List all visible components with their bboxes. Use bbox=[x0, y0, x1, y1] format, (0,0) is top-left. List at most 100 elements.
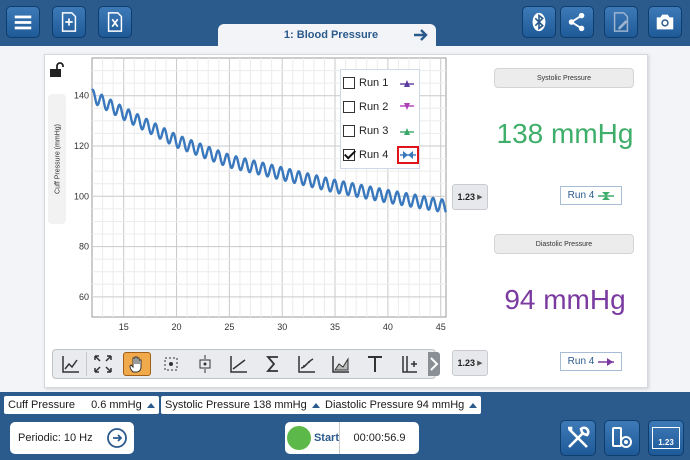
share-button[interactable] bbox=[560, 6, 594, 38]
systolic-run-label: Run 4 bbox=[567, 190, 595, 201]
annotate-button[interactable] bbox=[604, 6, 638, 38]
next-page-button[interactable] bbox=[406, 28, 436, 42]
y-tick-label: 140 bbox=[74, 91, 89, 101]
menu-button[interactable] bbox=[6, 6, 40, 38]
sensor-diastolic-pressure[interactable]: Diastolic Pressure 94 mmHg bbox=[321, 396, 482, 414]
caret-right-icon: ▶ bbox=[477, 194, 483, 201]
toolbar-expand-button[interactable] bbox=[428, 352, 440, 376]
add-axis-button[interactable] bbox=[395, 352, 423, 376]
y-tick-label: 80 bbox=[79, 242, 89, 252]
text-annotation-button[interactable] bbox=[361, 352, 389, 376]
sensor-value: 138 bbox=[252, 399, 272, 411]
select-region-button[interactable] bbox=[157, 352, 185, 376]
export-excel-icon bbox=[107, 12, 123, 32]
legend-checkbox[interactable] bbox=[343, 101, 355, 113]
diastolic-meter-title[interactable]: Diastolic Pressure bbox=[494, 234, 634, 254]
start-icon bbox=[287, 426, 311, 450]
y-tick-label: 120 bbox=[74, 141, 89, 151]
x-axis-ticks: 15 20 25 30 35 40 45 bbox=[119, 322, 446, 332]
page-tab[interactable]: 1: Blood Pressure bbox=[218, 24, 436, 46]
sensor-value: 94 bbox=[416, 399, 429, 411]
slope-tool-button[interactable] bbox=[225, 352, 253, 376]
legend-label: Run 3 bbox=[359, 125, 389, 137]
legend-item-run-2[interactable]: Run 2 bbox=[343, 97, 419, 117]
camera-icon bbox=[656, 14, 674, 30]
legend-item-run-1[interactable]: Run 1 bbox=[343, 73, 419, 93]
bluetooth-button[interactable] bbox=[522, 6, 556, 38]
top-toolbar: 1: Blood Pressure bbox=[0, 0, 690, 46]
curve-fit-icon bbox=[298, 356, 315, 373]
sensor-cuff-pressure[interactable]: Cuff Pressure 0.6 mmHg bbox=[4, 396, 159, 414]
y-tick-label: 100 bbox=[74, 191, 89, 201]
unlock-icon[interactable] bbox=[48, 62, 66, 78]
x-tick-label: 25 bbox=[224, 322, 234, 332]
sensor-name: Cuff Pressure bbox=[8, 399, 76, 411]
arrow-right-icon bbox=[414, 29, 428, 41]
legend-checkbox[interactable] bbox=[343, 77, 355, 89]
display-options-button-bottom[interactable]: 1.23 ▶ bbox=[452, 350, 488, 376]
legend-item-run-3[interactable]: Run 3 bbox=[343, 121, 419, 141]
y-tick-label: 60 bbox=[79, 292, 89, 302]
annotate-icon bbox=[613, 12, 629, 32]
hardware-setup-button[interactable] bbox=[604, 420, 640, 456]
legend-marker-icon[interactable] bbox=[397, 76, 417, 90]
legend-item-run-4[interactable]: Run 4 bbox=[343, 145, 419, 165]
add-axis-icon bbox=[402, 356, 417, 373]
export-excel-button[interactable] bbox=[98, 6, 132, 38]
sensor-name: Systolic Pressure bbox=[165, 399, 250, 411]
legend-marker-icon[interactable] bbox=[397, 124, 417, 138]
statistics-button[interactable] bbox=[259, 352, 287, 376]
sampling-options-icon[interactable] bbox=[106, 427, 128, 449]
systolic-meter-value: 138 mmHg bbox=[496, 118, 634, 149]
area-icon bbox=[332, 356, 349, 373]
x-tick-label: 35 bbox=[330, 322, 340, 332]
display-options-label: 1.23 bbox=[457, 358, 476, 368]
caret-up-icon bbox=[146, 402, 155, 408]
text-icon bbox=[368, 356, 382, 372]
diastolic-run-selector[interactable]: Run 4 bbox=[560, 352, 622, 371]
x-tick-label: 30 bbox=[277, 322, 287, 332]
camera-button[interactable] bbox=[648, 6, 682, 38]
legend-marker-icon[interactable] bbox=[397, 100, 417, 114]
x-tick-label: 20 bbox=[172, 322, 182, 332]
x-tick-label: 45 bbox=[436, 322, 446, 332]
page-tab-label: 1: Blood Pressure bbox=[283, 29, 379, 41]
systolic-run-selector[interactable]: Run 4 bbox=[560, 186, 622, 205]
sampling-mode-selector[interactable]: Periodic: 10 Hz bbox=[10, 422, 134, 454]
start-label: Start bbox=[313, 432, 339, 444]
meter-display-button[interactable]: 1.23 bbox=[648, 420, 684, 456]
diastolic-run-label: Run 4 bbox=[567, 356, 595, 367]
y-axis-label: Cuff Pressure (mmHg) bbox=[54, 124, 62, 194]
area-tool-button[interactable] bbox=[327, 352, 355, 376]
tools-button[interactable] bbox=[560, 420, 596, 456]
sigma-icon bbox=[266, 356, 278, 372]
sensor-unit: mmHg bbox=[274, 399, 307, 411]
coordinates-tool-button[interactable] bbox=[191, 352, 219, 376]
bottom-control-bar: Periodic: 10 Hz Start 00:00:56.9 1.23 bbox=[0, 416, 690, 460]
graph-type-button[interactable] bbox=[55, 352, 87, 376]
series-line-run-4 bbox=[91, 88, 448, 213]
caret-up-icon bbox=[469, 402, 478, 408]
legend-checkbox[interactable] bbox=[343, 149, 355, 161]
bluetooth-icon bbox=[532, 12, 546, 32]
y-axis-label-box[interactable] bbox=[48, 94, 66, 224]
legend: Run 1 Run 2 Run 3 Run 4 bbox=[340, 69, 420, 169]
systolic-meter-title[interactable]: Systolic Pressure bbox=[494, 68, 634, 88]
display-options-label: 1.23 bbox=[457, 192, 476, 202]
y-axis-ticks: 60 80 100 120 140 bbox=[74, 91, 89, 302]
new-experiment-button[interactable] bbox=[52, 6, 86, 38]
curve-fit-button[interactable] bbox=[293, 352, 321, 376]
scale-to-fit-button[interactable] bbox=[89, 352, 117, 376]
diastolic-meter-value: 94 mmHg bbox=[504, 284, 626, 315]
display-options-button-top[interactable]: 1.23 ▶ bbox=[452, 184, 488, 210]
legend-checkbox[interactable] bbox=[343, 125, 355, 137]
start-button[interactable]: Start bbox=[285, 422, 339, 454]
select-region-icon bbox=[164, 357, 178, 371]
sensor-unit: mmHg bbox=[109, 399, 142, 411]
sensor-systolic-pressure[interactable]: Systolic Pressure 138 mmHg bbox=[161, 396, 324, 414]
graph-tools-toolbar bbox=[52, 349, 436, 379]
caret-right-icon: ▶ bbox=[477, 360, 483, 367]
menu-icon bbox=[14, 15, 32, 30]
legend-marker-icon[interactable] bbox=[397, 146, 419, 164]
pan-tool-button[interactable] bbox=[123, 352, 151, 376]
